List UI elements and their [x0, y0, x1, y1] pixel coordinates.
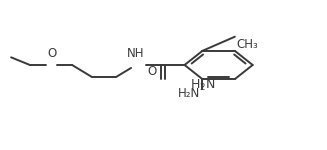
Text: $\mathregular{H_2N}$: $\mathregular{H_2N}$ [190, 78, 215, 93]
Text: O: O [47, 47, 56, 60]
Text: O: O [147, 65, 156, 78]
Text: NH: NH [127, 47, 145, 60]
Text: H₂N: H₂N [178, 87, 200, 100]
Text: CH₃: CH₃ [236, 38, 258, 51]
